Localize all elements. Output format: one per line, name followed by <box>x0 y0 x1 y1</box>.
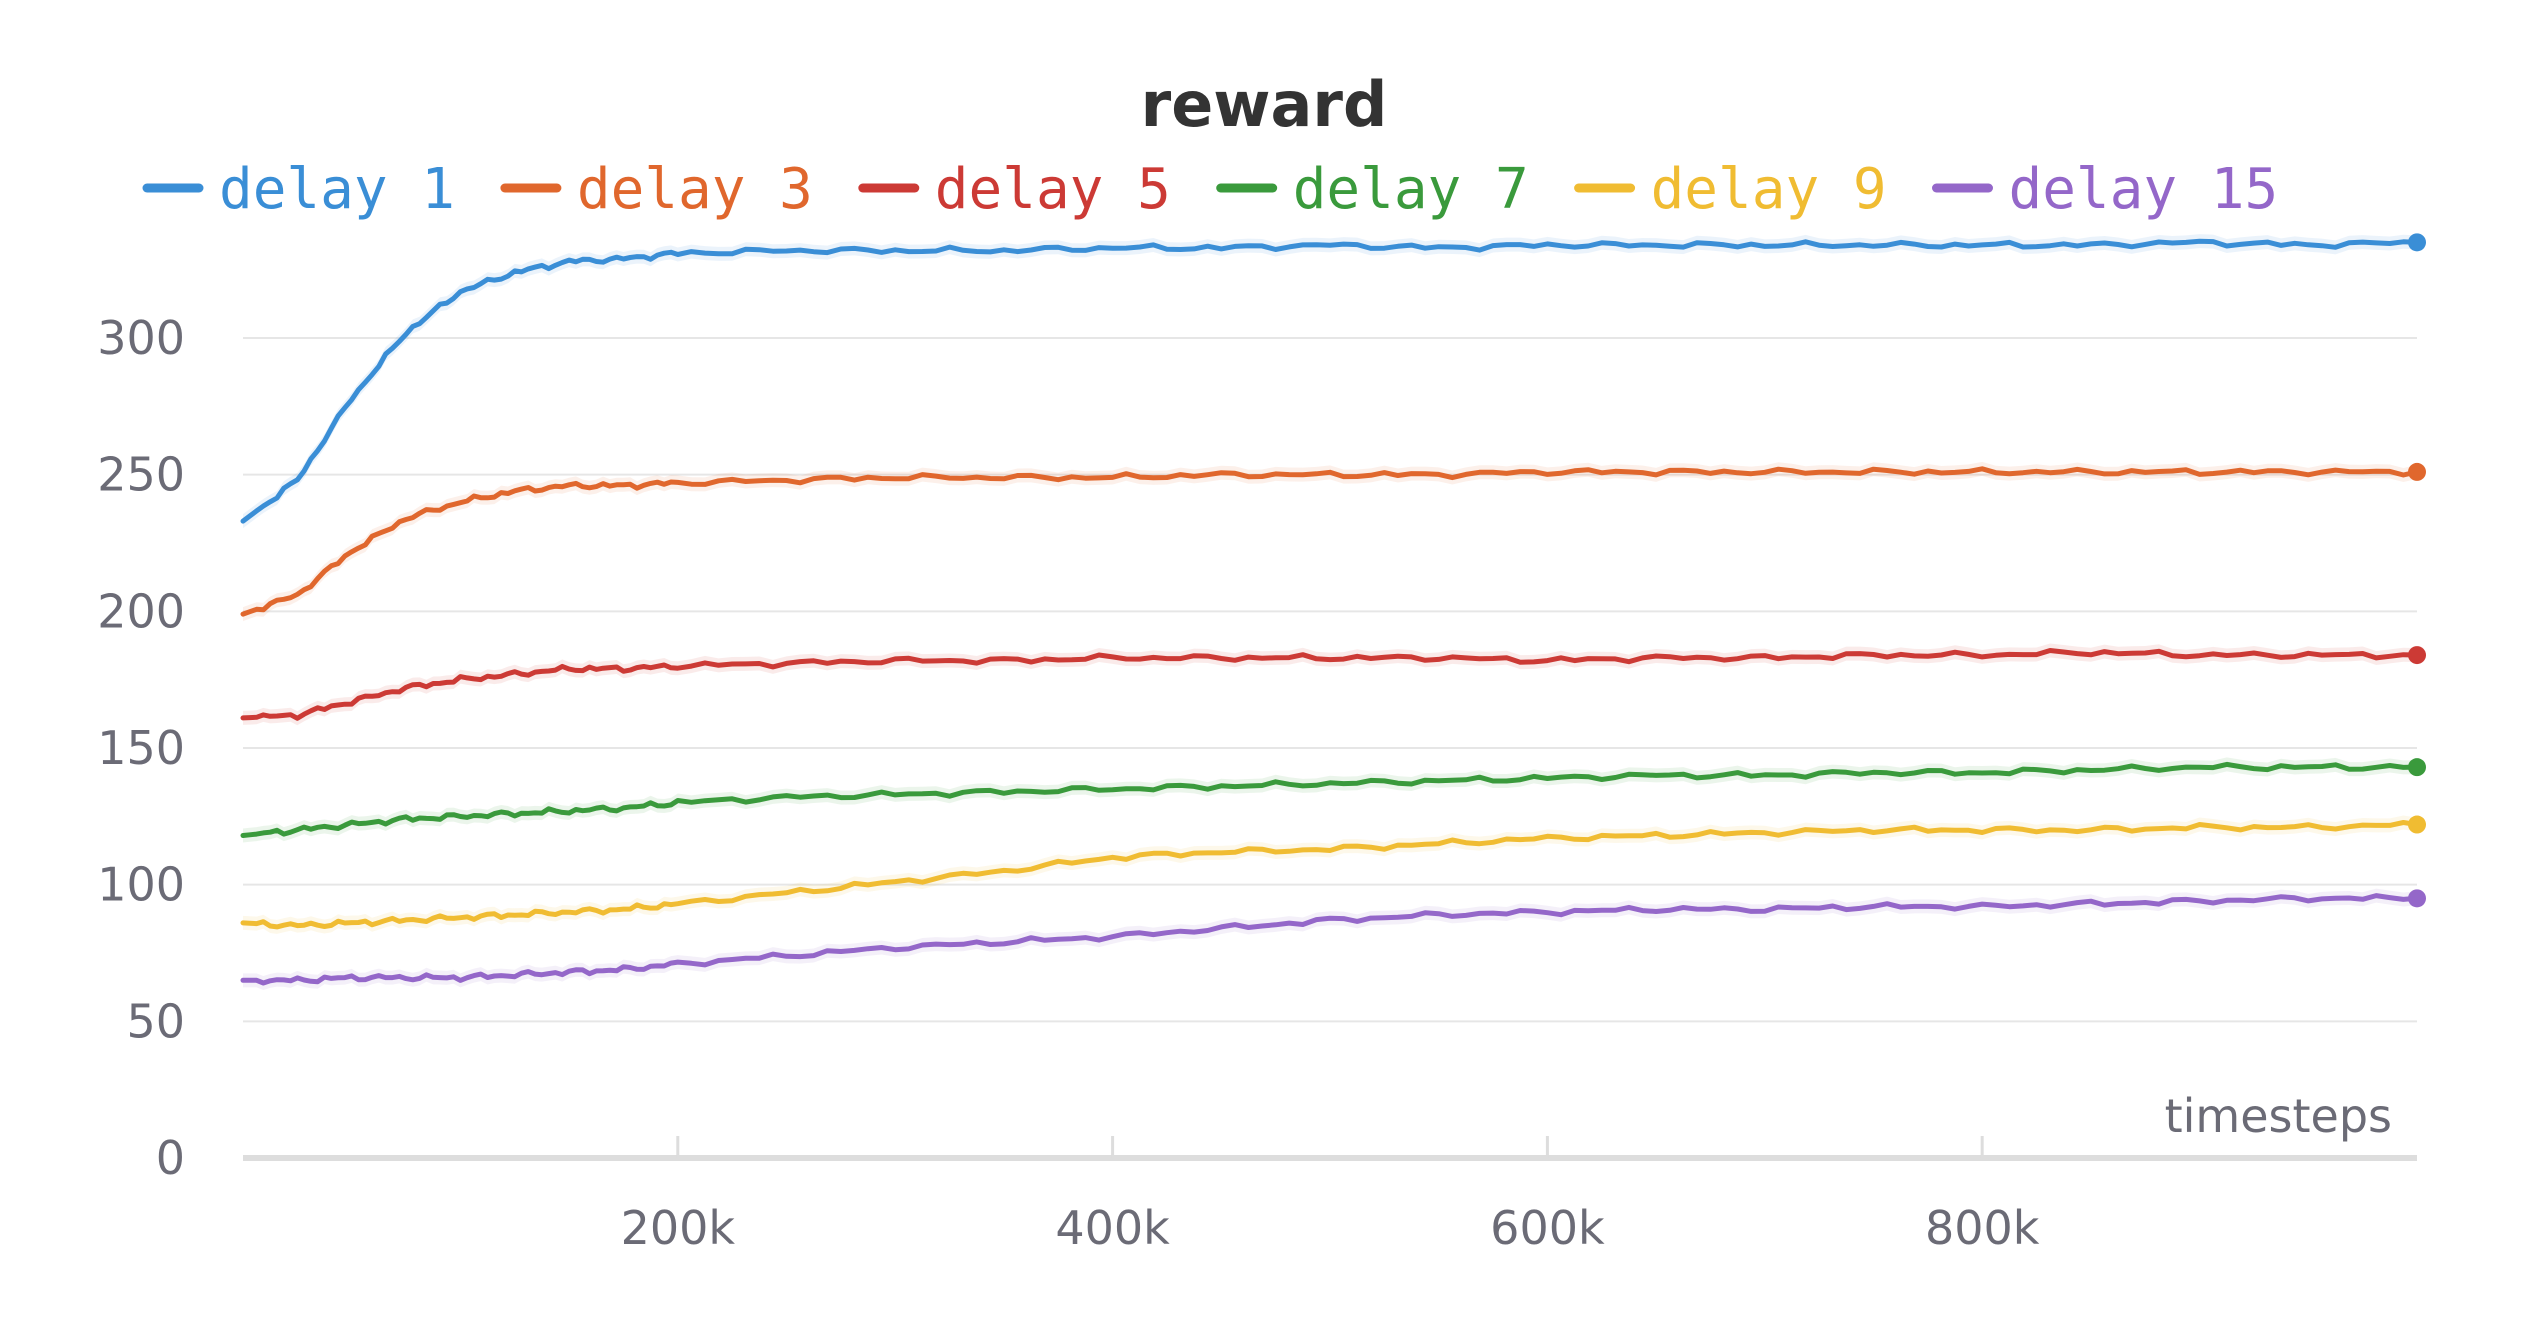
series-line <box>240 820 2420 930</box>
series-band <box>243 888 2417 991</box>
chart-legend: delay 1 delay 3 delay 5 delay 7 delay 9 delay… <box>142 157 2279 222</box>
y-tick-label: 50 <box>126 994 185 1048</box>
y-tick-label: 200 <box>97 584 185 638</box>
legend-label: delay 3 <box>577 157 813 222</box>
legend-label: delay 9 <box>1651 157 1887 222</box>
legend-label: delay 5 <box>935 157 1171 222</box>
x-tick-label: 800k <box>1925 1201 2040 1255</box>
y-tick-label: 100 <box>97 858 185 912</box>
series-line <box>240 761 2420 838</box>
series-endpoint-marker <box>2408 889 2426 908</box>
series-endpoint-marker <box>2408 646 2426 665</box>
series-endpoint-marker <box>2408 815 2426 834</box>
series-endpoint-marker <box>2408 758 2426 777</box>
y-tick-label: 0 <box>156 1131 185 1185</box>
chart-title: reward <box>1141 68 1388 141</box>
legend-label: delay 15 <box>2009 157 2279 222</box>
y-tick-label: 300 <box>97 311 185 365</box>
series-line <box>240 238 2420 524</box>
gridlines <box>243 337 2417 1023</box>
series-endpoints <box>2408 233 2426 908</box>
series-band <box>243 461 2417 622</box>
series-endpoint-marker <box>2408 462 2426 481</box>
legend-label: delay 1 <box>219 157 455 222</box>
x-tick-label: 200k <box>621 1201 736 1255</box>
series-line <box>240 893 2420 986</box>
series-endpoint-marker <box>2408 233 2426 252</box>
y-tick-label: 250 <box>97 448 185 502</box>
x-tick-label: 400k <box>1055 1201 1170 1255</box>
series-band <box>243 757 2417 843</box>
x-tick-label: 600k <box>1490 1201 1605 1255</box>
x-axis-label: timesteps <box>2165 1089 2392 1143</box>
series-line <box>240 648 2420 721</box>
y-axis: 0 50 100 150 200 250 300 <box>97 311 185 1185</box>
x-axis: 200k 400k 600k 800k <box>243 1136 2417 1255</box>
series-line <box>240 466 2420 617</box>
legend-label: delay 7 <box>1293 157 1529 222</box>
series-lines <box>240 238 2420 986</box>
y-tick-label: 150 <box>97 721 185 775</box>
series-band <box>243 815 2417 934</box>
